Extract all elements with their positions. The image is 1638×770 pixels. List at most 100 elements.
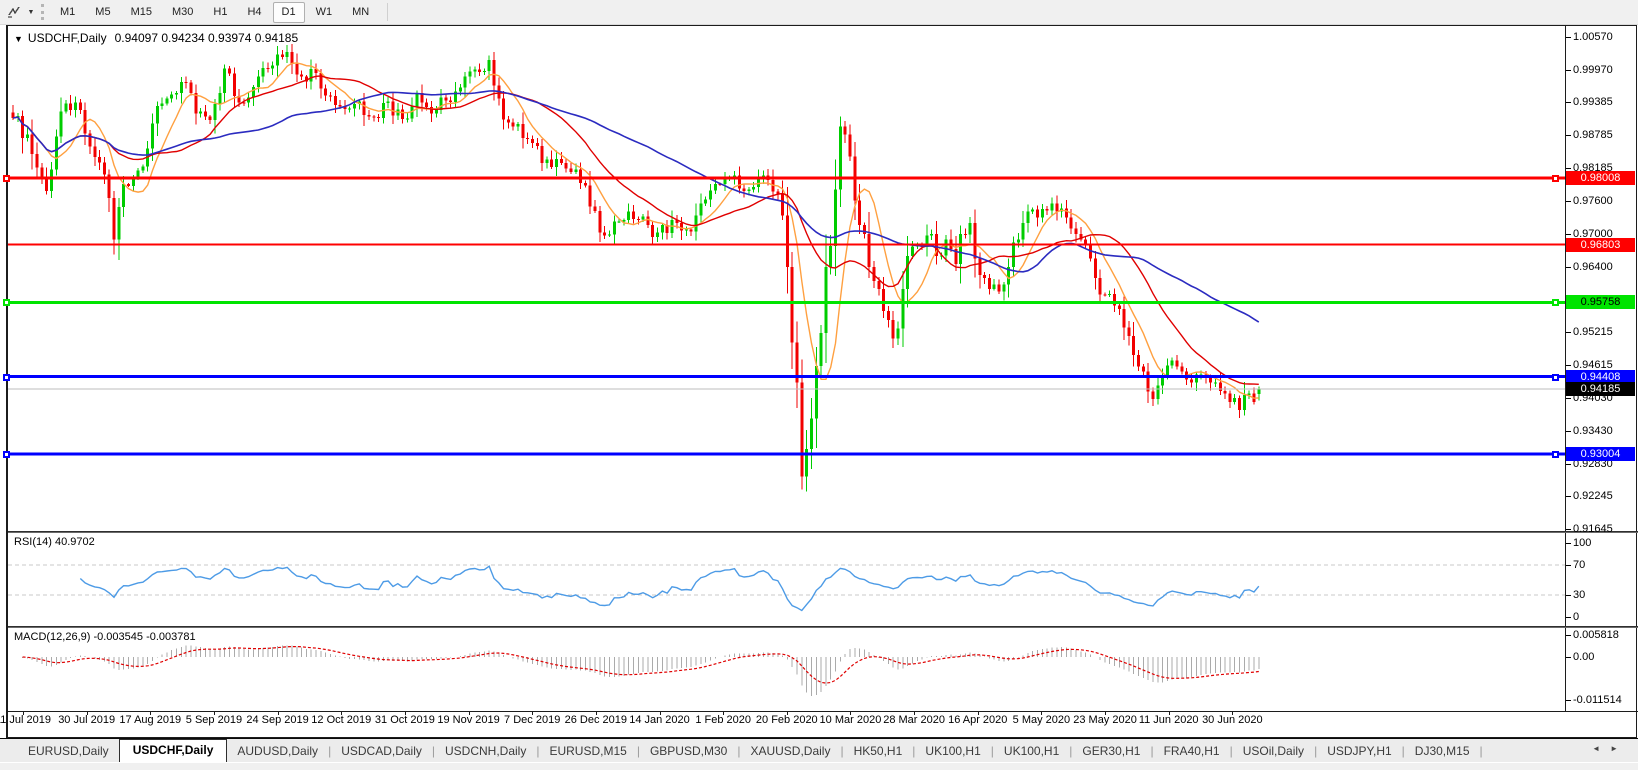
candle-down (1218, 382, 1222, 391)
candle-up (276, 54, 280, 66)
chart-tab-uk100-h1[interactable]: UK100,H1 (1003, 744, 1060, 758)
line-endpoint-marker[interactable] (3, 175, 10, 183)
candle-down (651, 224, 655, 237)
price-axis-tick: 0.96400 (1573, 260, 1613, 273)
panel-separator[interactable] (8, 626, 1638, 628)
chart-tab-audusd-daily[interactable]: AUDUSD,Daily (237, 744, 319, 758)
chart-tab-usdcad-daily[interactable]: USDCAD,Daily (341, 744, 422, 758)
candle-down (107, 174, 111, 198)
candle-up (223, 68, 227, 93)
candle-up (1108, 294, 1112, 296)
candle-down (540, 146, 544, 164)
timeframe-button-h4[interactable]: H4 (247, 6, 262, 18)
price-axis-tick-mark (1566, 463, 1571, 465)
rsi-axis-tick: 30 (1573, 588, 1586, 601)
candle-down (506, 119, 510, 123)
tab-scroll-right-icon[interactable]: ► (1610, 744, 1628, 753)
candle-down (112, 197, 116, 240)
timeframe-button-w1[interactable]: W1 (315, 6, 333, 18)
candle-down (1117, 305, 1121, 310)
chart-tab-eurusd-m15[interactable]: EURUSD,M15 (549, 744, 627, 758)
candle-up (1194, 374, 1198, 383)
candle-up (723, 179, 727, 185)
candle-down (1103, 294, 1107, 296)
candle-down (1045, 208, 1049, 211)
candle-down (882, 288, 886, 311)
timeframe-button-m30[interactable]: M30 (171, 6, 194, 18)
chart-tab-usdjpy-h1[interactable]: USDJPY,H1 (1327, 744, 1392, 758)
chart-tab-usdcnh-daily[interactable]: USDCNH,Daily (445, 744, 527, 758)
candle-up (179, 82, 183, 94)
candle-down (1238, 397, 1242, 411)
timeframe-button-mn[interactable]: MN (352, 6, 370, 18)
candle-down (1209, 377, 1213, 383)
chevron-down-icon[interactable]: ▼ (27, 8, 35, 16)
price-axis-tick-mark (1566, 529, 1571, 530)
candle-down (1175, 360, 1179, 367)
candle-up (1165, 365, 1169, 378)
rsi-chart-canvas[interactable] (8, 533, 1565, 626)
chart-tab-xauusd-daily[interactable]: XAUUSD,Daily (750, 744, 831, 758)
chart-object-tool-button[interactable] (3, 2, 25, 22)
candle-up (574, 169, 578, 173)
candle-up (684, 229, 688, 231)
candle-up (165, 98, 169, 104)
candle-up (834, 189, 838, 247)
chart-tab-gbpusd-m30[interactable]: GBPUSD,M30 (649, 744, 728, 758)
macd-chart-canvas[interactable] (8, 628, 1565, 711)
line-endpoint-marker[interactable] (1552, 373, 1559, 381)
price-axis-tick-mark (1566, 200, 1571, 202)
chart-tab-eurusd-daily[interactable]: EURUSD,Daily (28, 744, 109, 758)
timeframe-button-m1[interactable]: M1 (60, 6, 76, 18)
candle-down (377, 116, 381, 118)
date-axis-tick-mark (1105, 711, 1107, 715)
candle-up (473, 69, 477, 72)
rsi-line (79, 565, 1260, 612)
candle-down (45, 176, 49, 191)
candle-down (429, 107, 433, 114)
toolbar-grip-handle[interactable] (41, 4, 44, 20)
line-endpoint-marker[interactable] (1552, 451, 1559, 459)
macd-axis-tick: 0.00 (1573, 650, 1595, 663)
timeframe-button-d1[interactable]: D1 (272, 1, 305, 23)
tab-scroll-arrows: ◄► (1592, 744, 1628, 753)
candle-down (530, 138, 534, 143)
candle-up (64, 103, 68, 112)
candle-down (983, 274, 987, 278)
chart-tab-dj30-m15[interactable]: DJ30,M15 (1414, 744, 1470, 758)
line-endpoint-marker[interactable] (3, 373, 10, 381)
tab-scroll-left-icon[interactable]: ◄ (1592, 744, 1611, 753)
timeframe-button-m15[interactable]: M15 (130, 6, 152, 18)
candle-down (1064, 208, 1068, 218)
candle-down (1069, 217, 1073, 229)
line-endpoint-marker[interactable] (3, 299, 10, 307)
candle-down (319, 72, 323, 89)
candle-down (795, 342, 799, 383)
candle-up (660, 225, 664, 233)
timeframe-button-h1[interactable]: H1 (213, 6, 228, 18)
candle-up (25, 134, 29, 138)
chart-tab-uk100-h1[interactable]: UK100,H1 (925, 744, 981, 758)
timeframe-button-m5[interactable]: M5 (95, 6, 111, 18)
candle-up (959, 233, 963, 265)
candle-down (242, 102, 246, 104)
chart-tab-fra40-h1[interactable]: FRA40,H1 (1163, 744, 1220, 758)
candle-down (290, 51, 294, 64)
candle-down (1079, 234, 1083, 240)
chart-tab-usoil-daily[interactable]: USOil,Daily (1242, 744, 1305, 758)
symbol-dropdown-icon[interactable]: ▼ (14, 34, 23, 44)
candle-up (930, 233, 934, 236)
date-axis-label: 10 Mar 2020 (819, 714, 882, 726)
candle-up (1002, 284, 1006, 292)
line-endpoint-marker[interactable] (1552, 299, 1559, 307)
main-price-chart-canvas[interactable] (8, 28, 1565, 531)
candle-down (559, 158, 563, 164)
candle-up (1257, 388, 1261, 394)
line-endpoint-marker[interactable] (1552, 175, 1559, 183)
chart-tab-hk50-h1[interactable]: HK50,H1 (853, 744, 903, 758)
chart-tab-usdchf-daily[interactable]: USDCHF,Daily (118, 739, 228, 762)
chart-tab-ger30-h1[interactable]: GER30,H1 (1082, 744, 1141, 758)
panel-separator[interactable] (8, 531, 1638, 533)
line-endpoint-marker[interactable] (3, 451, 10, 459)
candle-down (867, 233, 871, 267)
